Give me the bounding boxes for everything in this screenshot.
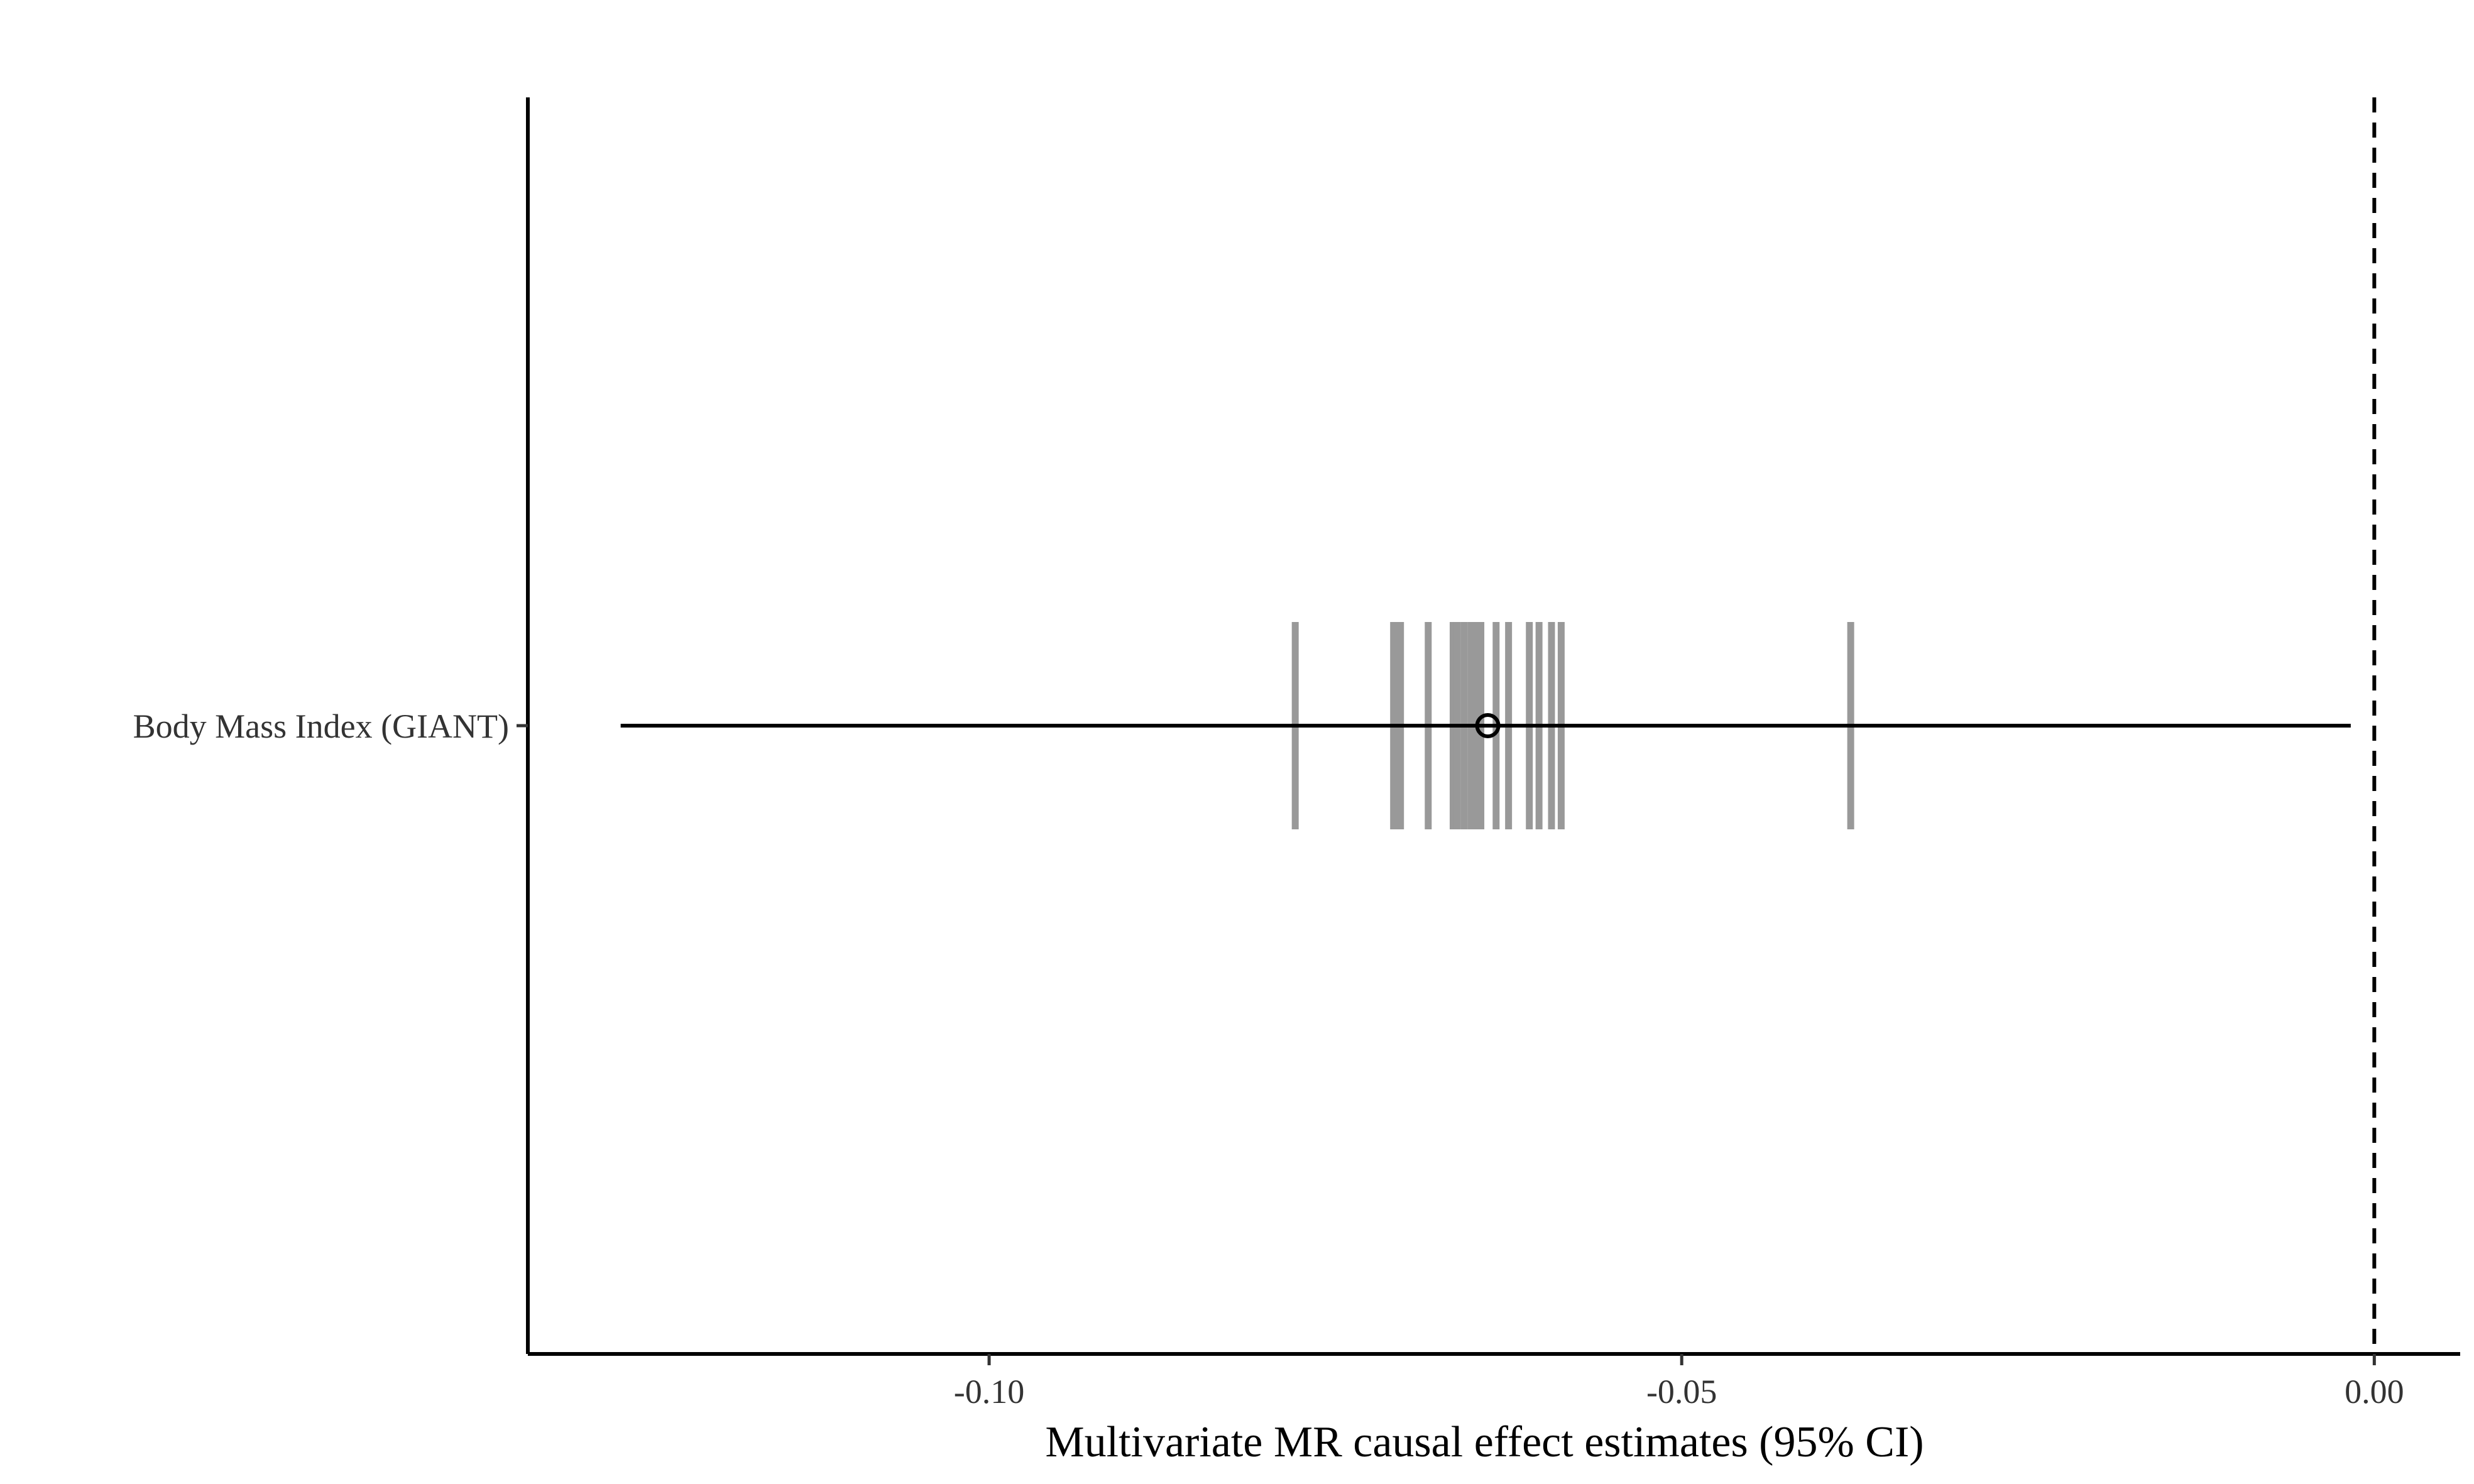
x-tick-label-3: 0.00 (2345, 1373, 2404, 1410)
plot-marks (620, 97, 2377, 1354)
point-estimate-marker (1475, 713, 1501, 738)
x-tick-label-2: -0.05 (1646, 1373, 1717, 1410)
x-axis-ticks: -0.10 -0.05 0.00 (954, 1354, 2404, 1410)
x-tick-label-1: -0.10 (954, 1373, 1024, 1410)
x-axis-title: Multivariate MR causal effect estimates … (1045, 1418, 1924, 1466)
y-tick-label-1: Body Mass Index (GIANT) (133, 707, 509, 745)
y-axis-ticks: Body Mass Index (GIANT) (133, 707, 528, 745)
